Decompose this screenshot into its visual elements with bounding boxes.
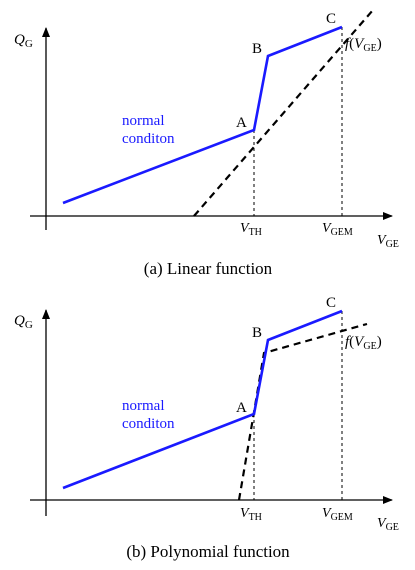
panel-b-point-b-label: B: [252, 325, 262, 341]
panel-b-vgem-tick-label: VGEM: [322, 506, 353, 523]
panel-a-y-axis-label: QG: [14, 32, 33, 50]
panel-b-region-label-line1: normal: [122, 398, 165, 414]
panel-a-function-line: [193, 9, 374, 217]
panel-b-region-label-line2: conditon: [122, 416, 175, 432]
panel-a-gate-charge-curve: [62, 25, 343, 205]
panel-b-function-label: f(VGE): [345, 334, 382, 352]
panel-b-x-axis-label: VGE: [377, 516, 399, 533]
panel-b-point-c-label: C: [326, 295, 336, 311]
panel-a-vgem-tick-label: VGEM: [322, 221, 353, 238]
panel-a-caption: (a) Linear function: [144, 259, 273, 278]
panel-b-y-axis-label: QG: [14, 313, 33, 331]
panel-b-point-a-label: A: [236, 400, 247, 416]
panel-b-caption: (b) Polynomial function: [126, 542, 290, 561]
panel-a-point-c-label: C: [326, 11, 336, 27]
panel-b-gate-charge-curve: [62, 309, 343, 490]
panel-b: QG VGE A B C normal conditon f(VGE) VTH …: [14, 295, 399, 561]
panel-a-region-label-line1: normal: [122, 113, 165, 129]
panel-a-vth-tick-label: VTH: [240, 221, 262, 238]
panel-a-function-label: f(VGE): [345, 36, 382, 54]
panel-a: QG VGE A B C normal conditon f(VGE) VTH …: [14, 9, 399, 278]
panel-a-point-b-label: B: [252, 41, 262, 57]
panel-a-x-axis-label: VGE: [377, 233, 399, 250]
panel-b-vth-tick-label: VTH: [240, 506, 262, 523]
panel-b-function-line: [237, 322, 368, 501]
panel-a-point-a-label: A: [236, 115, 247, 131]
panel-a-region-label-line2: conditon: [122, 131, 175, 147]
